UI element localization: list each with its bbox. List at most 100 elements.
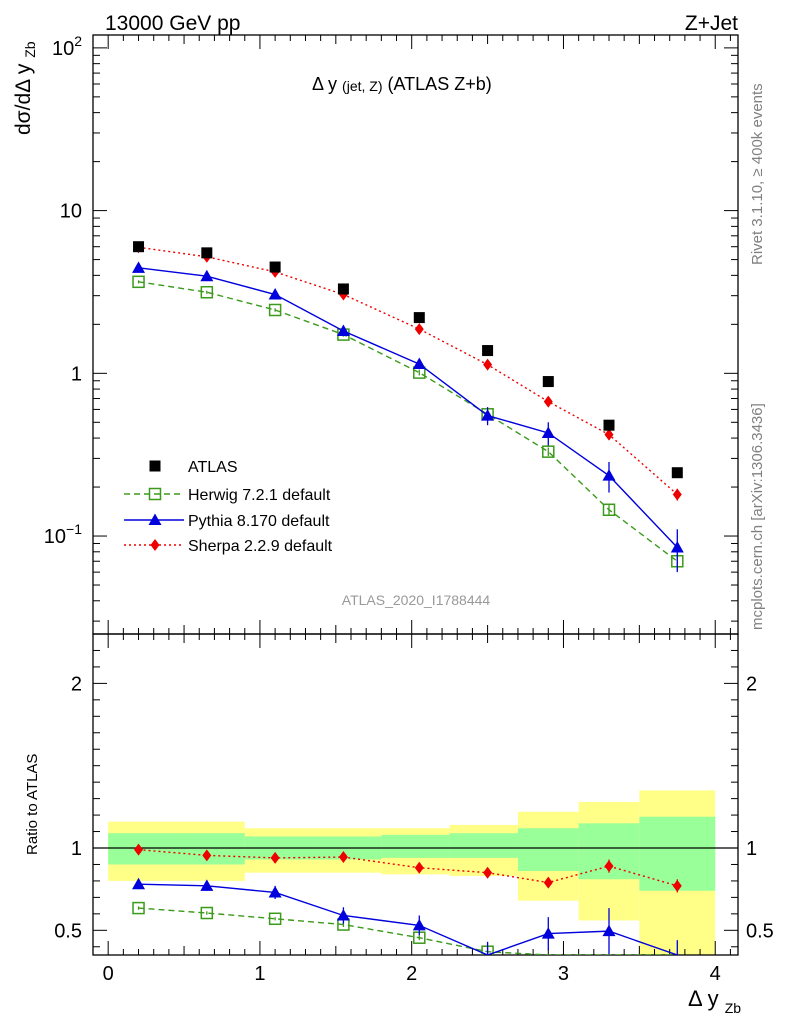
ratio-y-tick-label-right: 0.5 [746, 920, 774, 942]
legend-atlas-label: ATLAS [188, 459, 238, 476]
legend-sherpa-label: Sherpa 2.2.9 default [188, 538, 333, 555]
pythia-ratio-point [268, 885, 282, 898]
pythia-main-point [336, 324, 350, 336]
pythia-ratio-point [541, 927, 555, 939]
xlabel-sub: Zb [725, 1000, 742, 1016]
herwig-main-point [542, 445, 555, 458]
x-tick-label: 2 [406, 963, 417, 985]
x-tick-label: 4 [710, 963, 721, 985]
sherpa-main-point [543, 395, 553, 408]
band-inner-bin [517, 828, 579, 872]
sherpa-ratio-point [202, 849, 212, 862]
atlas-main-point [482, 345, 494, 357]
main-series [132, 241, 684, 573]
pythia-ratio-point [336, 908, 350, 921]
ratio-y-tick-label-right: 2 [746, 673, 757, 695]
main-y-tick-label: 10−1 [44, 521, 82, 548]
pythia-ratio-point [602, 924, 616, 937]
sherpa-ratio-point [270, 851, 280, 864]
legend-sherpa-marker [150, 539, 160, 551]
pythia-ratio-point [412, 918, 426, 931]
atlas-main-point [201, 247, 213, 259]
atlas-main-point [269, 261, 281, 273]
mcplots-label: mcplots.cern.ch [arXiv:1306.3436] [749, 403, 766, 630]
sherpa-ratio-point [672, 879, 682, 892]
ratio-ylabel: Ratio to ATLAS [24, 754, 41, 855]
main-ylabel-sub: Zb [22, 41, 38, 58]
legend-atlas-marker [149, 460, 161, 472]
herwig-main-line [138, 281, 678, 562]
axis-ticks: 0 1 2 3 4 10−1 1 10 102 0.5 0.5 1 1 2 2 [44, 33, 774, 985]
main-y-tick-label: 1 [71, 363, 82, 385]
process-label: Z+Jet [685, 12, 738, 35]
pythia-main-point [670, 541, 684, 553]
plot-title-main: Δ y [312, 74, 337, 94]
atlas-main-point [603, 419, 615, 431]
band-inner-bin [639, 816, 716, 891]
ratio-y-tick-label-right: 1 [746, 838, 757, 860]
sherpa-ratio-point [414, 861, 424, 874]
pythia-main-point [481, 409, 495, 421]
legend-pythia-marker [148, 513, 162, 525]
ratio-series [132, 843, 682, 955]
atlas-main-point [133, 241, 145, 253]
sherpa-ratio-point [604, 860, 614, 873]
sherpa-main-point [483, 358, 493, 371]
main-ylabel-main: dσ/dΔ y [12, 63, 35, 135]
x-tick-label: 1 [254, 963, 265, 985]
ratio-y-tick-label-left: 1 [71, 838, 82, 860]
herwig-main-point [268, 303, 282, 317]
legend-herwig-marker [148, 487, 162, 501]
herwig-ratio-point [200, 906, 214, 920]
ratio-uncertainty-bands [93, 790, 738, 955]
pythia-main-line [138, 267, 678, 549]
pythia-ratio-point [132, 877, 146, 890]
band-inner-bin [449, 833, 518, 858]
plot-title-sub: (jet, Z) [342, 78, 382, 94]
main-ylabel: dσ/dΔ y Zb [12, 41, 38, 135]
pythia-main-point [268, 288, 282, 300]
ratio-panel-frame [92, 633, 739, 956]
herwig-main-point [132, 275, 145, 289]
pythia-main-point [541, 426, 555, 438]
rivet-label: Rivet 3.1.10, ≥ 400k events [749, 83, 766, 265]
band-inner-bin [381, 834, 450, 858]
plot-title-rest: (ATLAS Z+b) [388, 74, 492, 94]
pythia-main-point [412, 357, 426, 370]
pythia-main-point [132, 261, 146, 273]
herwig-ratio-point [132, 901, 145, 915]
pythia-main-point [602, 469, 616, 481]
atlas-main-point [542, 376, 554, 388]
sherpa-main-point [672, 488, 682, 501]
sherpa-main-line [138, 246, 678, 496]
main-y-tick-label: 102 [52, 33, 82, 60]
ratio-y-tick-label-left: 2 [71, 673, 82, 695]
panel-frames [92, 34, 739, 956]
legend: ATLAS Herwig 7.2.1 default Pythia 8.170 de… [124, 459, 333, 555]
sherpa-ratio-point [338, 851, 348, 864]
main-y-tick-label: 10 [60, 201, 82, 223]
sherpa-main-point [414, 323, 424, 336]
sherpa-ratio-point [483, 866, 493, 879]
herwig-main-point [200, 285, 214, 299]
energy-label: 13000 GeV pp [105, 12, 240, 35]
atlas-main-point [337, 283, 349, 295]
ratio-y-tick-label-left: 0.5 [54, 920, 82, 942]
pythia-main-point [200, 269, 214, 282]
sherpa-main-point [604, 428, 614, 441]
atlas-main-point [413, 312, 425, 324]
band-inner-bin [176, 833, 245, 865]
pythia-ratio-point [200, 879, 214, 891]
legend-pythia-label: Pythia 8.170 default [188, 513, 330, 530]
plot-title: Δ y (jet, Z) (ATLAS Z+b) [312, 74, 492, 95]
herwig-ratio-point [268, 912, 282, 926]
legend-herwig-label: Herwig 7.2.1 default [188, 487, 331, 504]
x-tick-label: 3 [558, 963, 569, 985]
xlabel: Δ y Zb [688, 986, 741, 1016]
xlabel-main: Δ y [688, 986, 719, 1011]
atlas-main-point [671, 467, 683, 479]
herwig-main-point [602, 503, 616, 517]
x-tick-label: 0 [103, 963, 114, 985]
